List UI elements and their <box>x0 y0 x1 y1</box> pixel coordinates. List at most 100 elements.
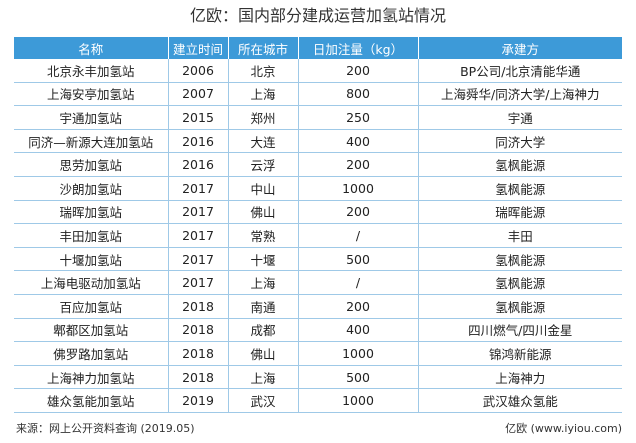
table-row: 瑞晖加氢站 2017 佛山 200 瑞晖能源 <box>14 200 622 225</box>
cell-city: 南通 <box>228 294 299 319</box>
table-row: 同济—新源大连加氢站 2016 大连 400 同济大学 <box>14 129 622 154</box>
cell-daily-capacity: / <box>298 223 419 248</box>
cell-name: 丰田加氢站 <box>14 223 169 248</box>
cell-builder: 丰田 <box>418 223 622 248</box>
cell-builder: 上海神力 <box>418 365 622 390</box>
cell-established: 2017 <box>168 223 229 248</box>
cell-city: 十堰 <box>228 247 299 272</box>
cell-builder: 瑞晖能源 <box>418 200 622 225</box>
cell-established: 2018 <box>168 341 229 366</box>
cell-builder: BP公司/北京清能华通 <box>418 59 622 83</box>
table-row: 郫都区加氢站 2018 成都 400 四川燃气/四川金星 <box>14 318 622 343</box>
cell-daily-capacity: 1000 <box>298 176 419 201</box>
cell-city: 郑州 <box>228 105 299 130</box>
cell-established: 2017 <box>168 176 229 201</box>
cell-builder: 锦鸿新能源 <box>418 341 622 366</box>
cell-city: 武汉 <box>228 388 299 413</box>
cell-established: 2016 <box>168 152 229 177</box>
table-row: 上海电驱动加氢站 2017 上海 / 氢枫能源 <box>14 270 622 295</box>
table-row: 百应加氢站 2018 南通 200 氢枫能源 <box>14 294 622 319</box>
cell-daily-capacity: 400 <box>298 129 419 154</box>
cell-builder: 氢枫能源 <box>418 176 622 201</box>
cell-name: 瑞晖加氢站 <box>14 200 169 225</box>
source-note: 来源：网上公开资料查询 (2019.05) <box>16 422 195 435</box>
cell-city: 北京 <box>228 59 299 83</box>
cell-builder: 宇通 <box>418 105 622 130</box>
cell-daily-capacity: 400 <box>298 318 419 343</box>
cell-builder: 同济大学 <box>418 129 622 154</box>
cell-city: 佛山 <box>228 341 299 366</box>
cell-name: 沙朗加氢站 <box>14 176 169 201</box>
cell-builder: 氢枫能源 <box>418 294 622 319</box>
cell-name: 上海电驱动加氢站 <box>14 270 169 295</box>
table-row: 佛罗路加氢站 2018 佛山 1000 锦鸿新能源 <box>14 341 622 366</box>
cell-daily-capacity: 1000 <box>298 388 419 413</box>
table-row: 北京永丰加氢站 2006 北京 200 BP公司/北京清能华通 <box>14 59 622 83</box>
cell-builder: 氢枫能源 <box>418 247 622 272</box>
brand-credit: 亿欧 (www.iyiou.com) <box>505 422 622 435</box>
cell-name: 同济—新源大连加氢站 <box>14 129 169 154</box>
cell-established: 2007 <box>168 82 229 107</box>
cell-established: 2018 <box>168 365 229 390</box>
cell-established: 2017 <box>168 270 229 295</box>
table-header-row: 名称 建立时间 所在城市 日加注量（kg） 承建方 <box>14 37 622 59</box>
table-row: 沙朗加氢站 2017 中山 1000 氢枫能源 <box>14 176 622 201</box>
cell-name: 十堰加氢站 <box>14 247 169 272</box>
cell-builder: 上海舜华/同济大学/上海神力 <box>418 82 622 107</box>
cell-name: 思劳加氢站 <box>14 152 169 177</box>
cell-daily-capacity: 800 <box>298 82 419 107</box>
cell-established: 2017 <box>168 200 229 225</box>
cell-builder: 武汉雄众氢能 <box>418 388 622 413</box>
cell-established: 2017 <box>168 247 229 272</box>
page-title: 亿欧：国内部分建成运营加氢站情况 <box>189 6 446 25</box>
cell-builder: 四川燃气/四川金星 <box>418 318 622 343</box>
table-row: 宇通加氢站 2015 郑州 250 宇通 <box>14 105 622 130</box>
cell-name: 宇通加氢站 <box>14 105 169 130</box>
hydrogen-station-table: 名称 建立时间 所在城市 日加注量（kg） 承建方 北京永丰加氢站 2006 北京 2… <box>14 37 622 413</box>
table-row: 十堰加氢站 2017 十堰 500 氢枫能源 <box>14 247 622 272</box>
cell-city: 云浮 <box>228 152 299 177</box>
cell-city: 大连 <box>228 129 299 154</box>
cell-daily-capacity: 200 <box>298 152 419 177</box>
column-header-city: 所在城市 <box>228 37 299 59</box>
cell-daily-capacity: 500 <box>298 365 419 390</box>
cell-established: 2018 <box>168 318 229 343</box>
cell-established: 2016 <box>168 129 229 154</box>
column-header-daily-capacity: 日加注量（kg） <box>298 37 419 59</box>
cell-daily-capacity: 200 <box>298 200 419 225</box>
table-row: 思劳加氢站 2016 云浮 200 氢枫能源 <box>14 152 622 177</box>
cell-builder: 氢枫能源 <box>418 152 622 177</box>
cell-daily-capacity: 200 <box>298 294 419 319</box>
cell-city: 上海 <box>228 270 299 295</box>
cell-city: 成都 <box>228 318 299 343</box>
cell-city: 上海 <box>228 365 299 390</box>
cell-city: 中山 <box>228 176 299 201</box>
cell-name: 上海神力加氢站 <box>14 365 169 390</box>
cell-name: 郫都区加氢站 <box>14 318 169 343</box>
column-header-name: 名称 <box>14 37 169 59</box>
cell-daily-capacity: 500 <box>298 247 419 272</box>
cell-city: 上海 <box>228 82 299 107</box>
cell-daily-capacity: 200 <box>298 59 419 83</box>
cell-name: 佛罗路加氢站 <box>14 341 169 366</box>
cell-established: 2006 <box>168 59 229 83</box>
cell-city: 佛山 <box>228 200 299 225</box>
cell-established: 2019 <box>168 388 229 413</box>
table-row: 上海神力加氢站 2018 上海 500 上海神力 <box>14 365 622 390</box>
cell-established: 2015 <box>168 105 229 130</box>
column-header-established: 建立时间 <box>168 37 229 59</box>
cell-name: 雄众氢能加氢站 <box>14 388 169 413</box>
table-row: 丰田加氢站 2017 常熟 / 丰田 <box>14 223 622 248</box>
cell-established: 2018 <box>168 294 229 319</box>
cell-daily-capacity: / <box>298 270 419 295</box>
cell-daily-capacity: 250 <box>298 105 419 130</box>
cell-name: 百应加氢站 <box>14 294 169 319</box>
cell-city: 常熟 <box>228 223 299 248</box>
cell-name: 北京永丰加氢站 <box>14 59 169 83</box>
column-header-builder: 承建方 <box>418 37 622 59</box>
cell-builder: 氢枫能源 <box>418 270 622 295</box>
cell-name: 上海安亭加氢站 <box>14 82 169 107</box>
table-row: 上海安亭加氢站 2007 上海 800 上海舜华/同济大学/上海神力 <box>14 82 622 107</box>
cell-daily-capacity: 1000 <box>298 341 419 366</box>
table-row: 雄众氢能加氢站 2019 武汉 1000 武汉雄众氢能 <box>14 388 622 413</box>
